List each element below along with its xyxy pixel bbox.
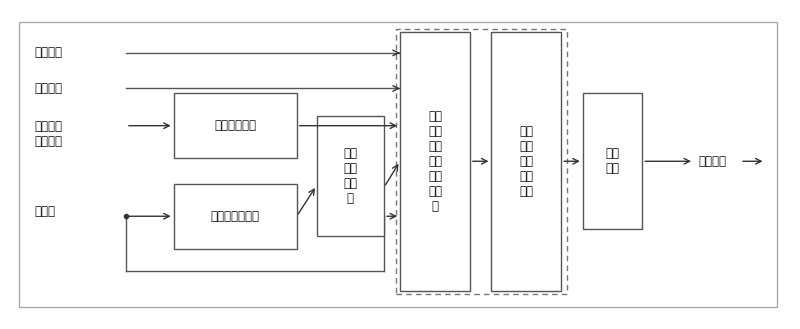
- Text: 校正结果: 校正结果: [698, 155, 726, 168]
- Text: 部分饱和
判断像元: 部分饱和 判断像元: [34, 120, 62, 148]
- Bar: [491, 32, 562, 291]
- Text: 部分饱和判断: 部分饱和判断: [214, 119, 256, 132]
- Text: 暗电
流噪
声计
算: 暗电 流噪 声计 算: [343, 147, 358, 205]
- Bar: [582, 93, 642, 229]
- Bar: [396, 29, 567, 294]
- Text: 暗像元: 暗像元: [34, 205, 55, 218]
- Text: 暗电流突变判断: 暗电流突变判断: [210, 210, 260, 223]
- Text: 光电
响应
不一
致性
校正: 光电 响应 不一 致性 校正: [519, 125, 534, 198]
- Text: 有效像元: 有效像元: [34, 82, 62, 95]
- Bar: [18, 22, 778, 307]
- Bar: [174, 93, 297, 158]
- Bar: [174, 184, 297, 249]
- Bar: [317, 116, 384, 236]
- Text: 暗电
流噪
声及
其不
一致
性校
正: 暗电 流噪 声及 其不 一致 性校 正: [428, 110, 442, 213]
- Text: 数字
增益: 数字 增益: [606, 147, 619, 175]
- Text: 定标系数: 定标系数: [34, 46, 62, 60]
- Bar: [400, 32, 470, 291]
